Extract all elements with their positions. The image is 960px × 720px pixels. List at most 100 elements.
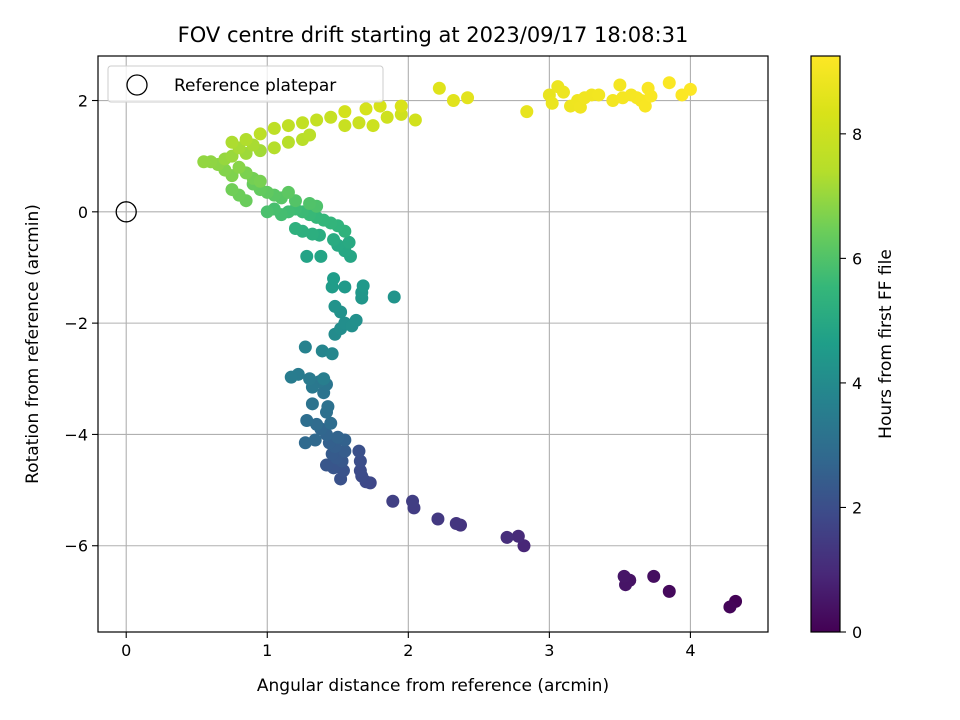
data-point [239,132,253,146]
y-axis-label: Rotation from reference (arcmin) [23,204,43,484]
data-point [310,113,324,127]
data-point [324,416,338,430]
reference-platepar-marker [115,201,137,223]
y-tick-label: 0 [78,203,88,222]
data-point [298,436,312,450]
data-point [327,272,341,286]
data-point [520,105,534,119]
data-point [342,235,356,249]
data-point [349,313,363,327]
colorbar-tick-label: 4 [852,374,862,393]
legend-marker-reference [126,74,148,96]
data-point [303,372,317,386]
data-point [406,494,420,508]
data-point [556,85,570,99]
legend-box [107,65,384,103]
data-point [449,516,463,530]
y-tick-label: −6 [64,537,88,556]
data-point [310,417,324,431]
data-point [352,444,366,458]
data-point [253,127,267,141]
x-axis-label: Angular distance from reference (arcmin) [257,676,609,696]
data-point [352,116,366,130]
data-point [394,99,408,113]
data-point [638,99,652,113]
data-point [325,347,339,361]
colorbar-tick-label: 8 [852,125,862,144]
data-point [267,121,281,135]
axes-frame [97,55,769,633]
data-point [338,105,352,119]
data-point [338,119,352,133]
data-point [267,141,281,155]
data-point [338,280,352,294]
data-point [284,370,298,384]
data-point [606,94,620,108]
data-point [281,135,295,149]
data-point [517,539,531,553]
data-point [366,119,380,133]
data-point [327,233,341,247]
colorbar [810,55,841,633]
y-tick-label: 2 [78,92,88,111]
data-point [331,430,345,444]
data-point [431,512,445,526]
data-point [260,205,274,219]
colorbar-tick-label: 0 [852,623,862,642]
data-point [613,78,627,92]
data-point [617,569,631,583]
data-point [386,494,400,508]
x-tick-label: 2 [403,641,413,660]
data-point [305,227,319,241]
data-point [408,113,422,127]
data-point [432,81,446,95]
data-point [356,279,370,293]
legend-label-reference: Reference platepar [174,76,336,96]
data-point [647,569,661,583]
data-point [281,185,295,199]
colorbar-ticks: 0 2 4 6 8 [840,125,862,642]
data-point [328,299,342,313]
reference-point [115,201,137,223]
data-point [387,290,401,304]
x-tick-label: 3 [544,641,554,660]
data-point [300,249,314,263]
data-point [373,99,387,113]
data-point [592,88,606,102]
colorbar-tick-label: 2 [852,498,862,517]
grid-lines [98,56,768,632]
data-point [338,444,352,458]
data-point [281,119,295,133]
data-point [225,135,239,149]
data-point [683,82,697,96]
x-tick-label: 4 [685,641,695,660]
data-point [461,91,475,105]
data-point [296,116,310,130]
data-point [197,155,211,169]
data-point [380,110,394,124]
x-tick-label: 1 [262,641,272,660]
data-point [324,110,338,124]
data-point [353,464,367,478]
data-point [644,89,658,103]
y-axis-ticks: −6 −4 −2 0 2 [64,92,98,556]
data-point [308,433,322,447]
colorbar-tick-label: 6 [852,249,862,268]
data-point [662,584,676,598]
data-point [359,102,373,116]
data-point [232,160,246,174]
data-point [315,344,329,358]
data-points [197,76,743,614]
chart-title: FOV centre drift starting at 2023/09/17 … [178,23,689,47]
data-point [303,128,317,142]
x-axis-ticks: 0 1 2 3 4 [121,632,696,660]
data-point [317,372,331,386]
data-point [500,530,514,544]
x-tick-label: 0 [121,641,131,660]
data-point [253,174,267,188]
data-point [298,340,312,354]
data-point [225,183,239,197]
data-point [353,454,367,468]
data-point [545,96,559,110]
